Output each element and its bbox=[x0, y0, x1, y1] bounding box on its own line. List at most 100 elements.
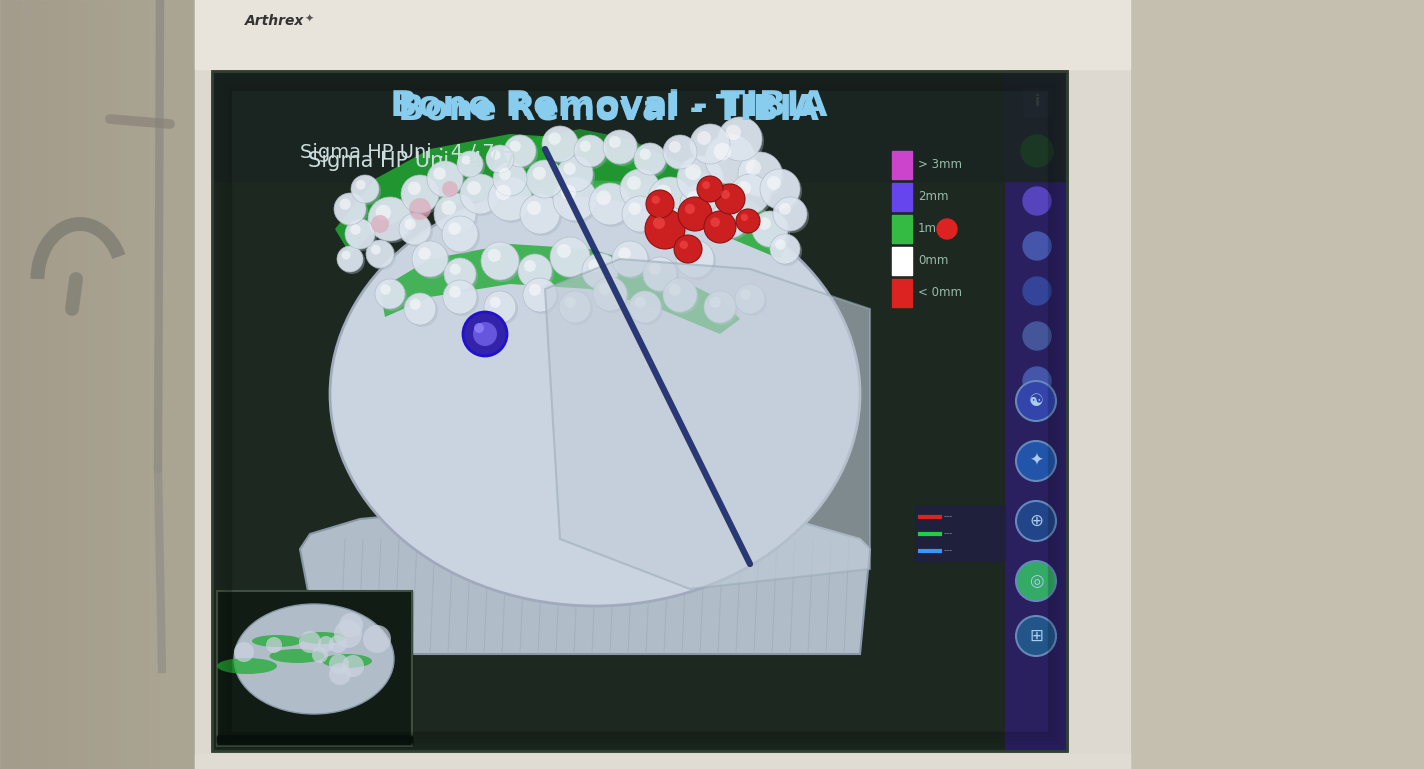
Circle shape bbox=[449, 286, 461, 298]
Circle shape bbox=[779, 203, 790, 215]
Bar bbox=[216, 741, 412, 744]
Circle shape bbox=[669, 141, 681, 153]
Circle shape bbox=[590, 183, 631, 225]
Circle shape bbox=[527, 201, 541, 215]
Circle shape bbox=[345, 219, 375, 249]
Circle shape bbox=[339, 248, 365, 274]
Bar bbox=[216, 744, 412, 746]
Bar bbox=[218, 77, 1061, 745]
Bar bbox=[222, 81, 1057, 741]
Circle shape bbox=[366, 240, 394, 268]
Circle shape bbox=[376, 205, 392, 220]
Circle shape bbox=[654, 217, 665, 229]
Circle shape bbox=[550, 237, 590, 277]
Circle shape bbox=[525, 280, 560, 314]
Bar bbox=[229, 88, 1049, 734]
Bar bbox=[216, 737, 412, 740]
Circle shape bbox=[561, 293, 592, 325]
Circle shape bbox=[528, 162, 565, 200]
Bar bbox=[215, 74, 1064, 748]
Text: ◎: ◎ bbox=[1028, 572, 1044, 590]
Circle shape bbox=[676, 156, 723, 202]
Text: 2mm: 2mm bbox=[918, 191, 948, 204]
Circle shape bbox=[664, 135, 696, 169]
Circle shape bbox=[679, 158, 725, 204]
Bar bbox=[1005, 71, 1067, 751]
Bar bbox=[214, 73, 1065, 749]
Circle shape bbox=[645, 209, 685, 249]
Circle shape bbox=[740, 214, 748, 221]
Circle shape bbox=[609, 136, 621, 148]
Bar bbox=[216, 744, 412, 745]
Bar bbox=[216, 743, 412, 745]
Bar bbox=[216, 591, 412, 746]
Circle shape bbox=[414, 243, 450, 279]
Bar bbox=[216, 741, 412, 742]
Circle shape bbox=[560, 291, 591, 323]
Circle shape bbox=[612, 241, 648, 277]
Circle shape bbox=[410, 298, 422, 310]
Circle shape bbox=[937, 219, 957, 239]
Text: ---: --- bbox=[944, 547, 953, 555]
Circle shape bbox=[705, 134, 755, 184]
Circle shape bbox=[597, 191, 611, 205]
Circle shape bbox=[628, 202, 641, 215]
Circle shape bbox=[649, 179, 693, 223]
Circle shape bbox=[446, 260, 478, 292]
Circle shape bbox=[444, 258, 476, 290]
Circle shape bbox=[738, 286, 768, 316]
Circle shape bbox=[713, 143, 732, 160]
Circle shape bbox=[652, 195, 659, 204]
Circle shape bbox=[367, 197, 412, 241]
Circle shape bbox=[711, 200, 749, 238]
Circle shape bbox=[553, 177, 597, 221]
Circle shape bbox=[367, 242, 396, 270]
Circle shape bbox=[557, 156, 592, 192]
Bar bbox=[216, 76, 1062, 746]
Circle shape bbox=[372, 215, 389, 233]
Bar bbox=[214, 72, 1067, 750]
Circle shape bbox=[759, 218, 770, 230]
Bar bbox=[216, 743, 412, 745]
Bar bbox=[216, 741, 412, 744]
Bar bbox=[216, 737, 412, 740]
Circle shape bbox=[702, 181, 711, 189]
Circle shape bbox=[490, 179, 534, 223]
Circle shape bbox=[649, 263, 661, 275]
Circle shape bbox=[678, 197, 712, 231]
Bar bbox=[216, 741, 412, 743]
Bar bbox=[231, 89, 1049, 733]
Bar bbox=[216, 737, 412, 739]
Circle shape bbox=[525, 160, 564, 198]
Bar bbox=[216, 738, 412, 740]
Circle shape bbox=[639, 148, 651, 160]
Circle shape bbox=[493, 162, 527, 196]
Circle shape bbox=[555, 179, 600, 223]
Circle shape bbox=[375, 279, 404, 309]
Bar bbox=[219, 78, 1059, 744]
Circle shape bbox=[335, 620, 362, 648]
Circle shape bbox=[370, 199, 414, 243]
Circle shape bbox=[444, 282, 478, 316]
Circle shape bbox=[399, 213, 431, 245]
Circle shape bbox=[481, 242, 518, 280]
Circle shape bbox=[520, 194, 560, 234]
Circle shape bbox=[496, 185, 511, 200]
Circle shape bbox=[624, 198, 659, 234]
Circle shape bbox=[1015, 381, 1057, 421]
Circle shape bbox=[648, 177, 692, 221]
Circle shape bbox=[711, 218, 721, 227]
Text: 0mm: 0mm bbox=[918, 255, 948, 268]
Circle shape bbox=[726, 125, 740, 140]
Circle shape bbox=[685, 204, 695, 214]
Circle shape bbox=[459, 153, 486, 179]
Circle shape bbox=[404, 293, 436, 325]
Circle shape bbox=[631, 293, 664, 325]
Text: < 0mm: < 0mm bbox=[918, 287, 963, 299]
Circle shape bbox=[266, 637, 282, 653]
Circle shape bbox=[664, 278, 696, 312]
Circle shape bbox=[669, 284, 681, 296]
Circle shape bbox=[715, 184, 745, 214]
Circle shape bbox=[622, 171, 662, 211]
Circle shape bbox=[528, 284, 541, 296]
